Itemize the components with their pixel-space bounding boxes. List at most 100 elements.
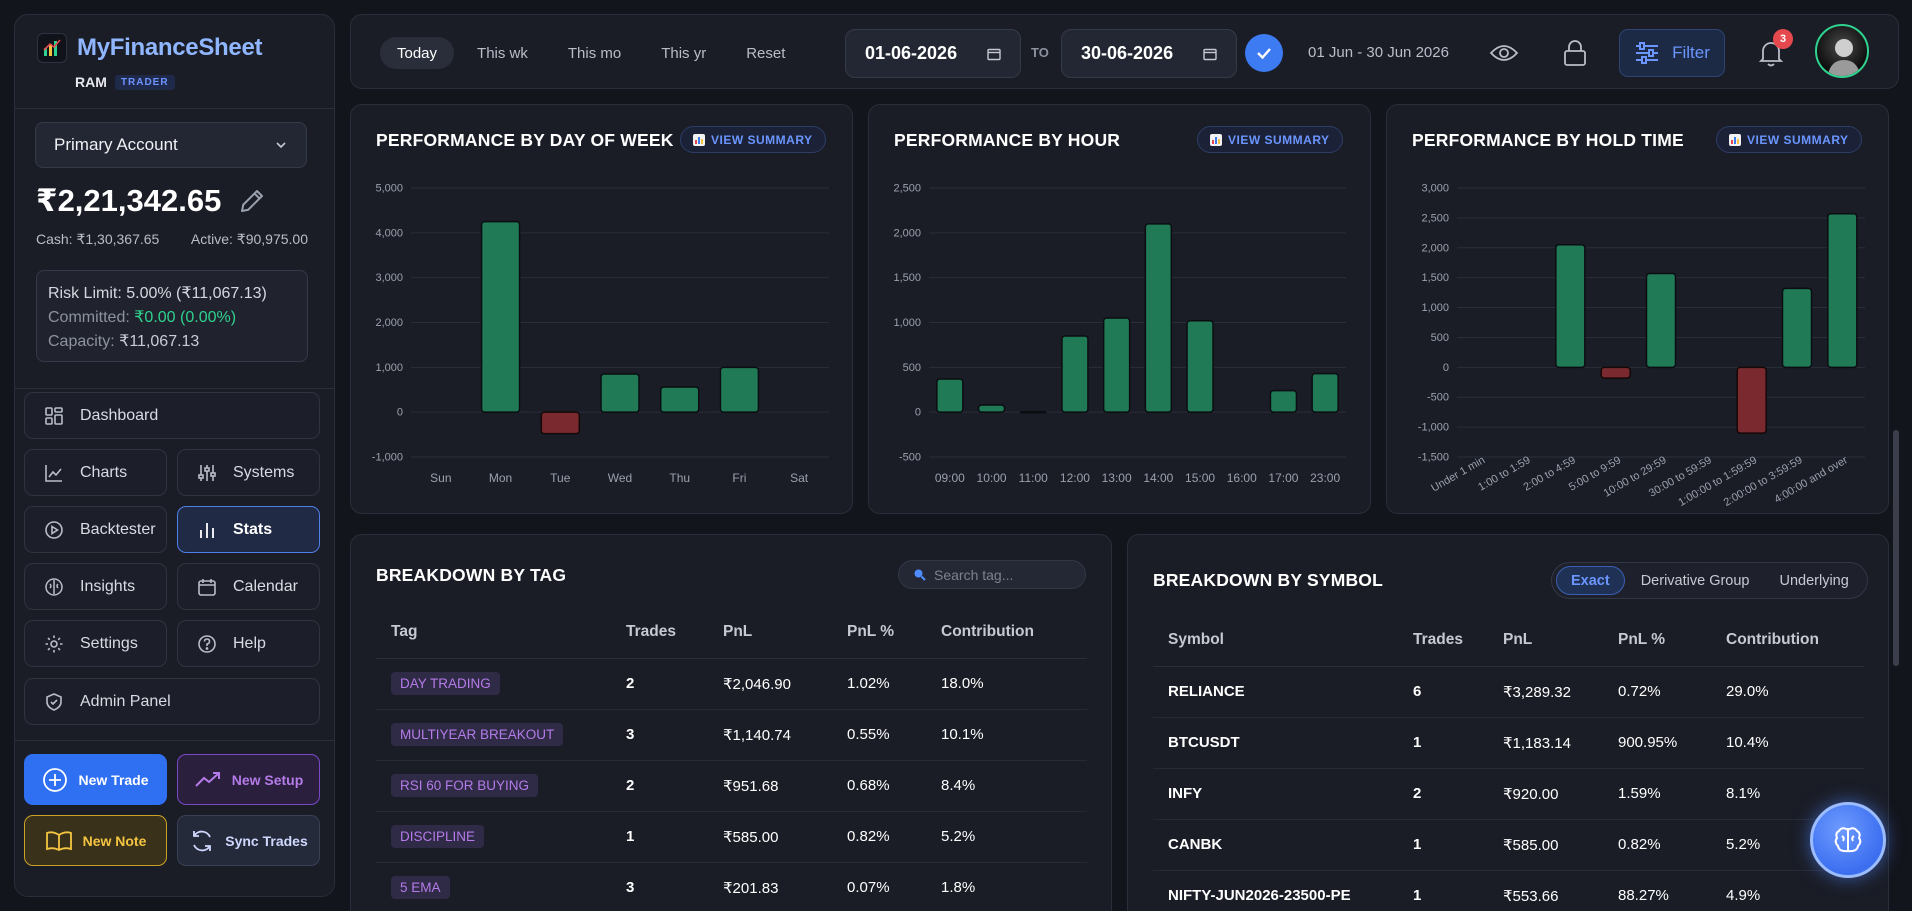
table-row[interactable]: MULTIYEAR BREAKOUT 3 ₹1,140.74 0.55% 10.1%: [376, 709, 1087, 761]
symbol-cell[interactable]: RELIANCE: [1153, 666, 1413, 718]
book-open-icon: [45, 830, 72, 851]
view-summary-button[interactable]: VIEW SUMMARY: [1716, 126, 1862, 153]
tag-pill[interactable]: MULTIYEAR BREAKOUT: [391, 723, 564, 746]
edit-icon[interactable]: [237, 186, 267, 216]
header-symbol[interactable]: Symbol: [1153, 614, 1413, 667]
x-tick-label: 1:00:00 to 1:59:59: [1676, 454, 1759, 509]
header-pnl[interactable]: PnL: [1503, 614, 1618, 667]
x-tick-label: Mon: [489, 471, 512, 485]
page-scrollbar[interactable]: [1893, 430, 1899, 666]
header-pnl[interactable]: PnL: [723, 606, 847, 659]
segment-derivative-group[interactable]: Derivative Group: [1640, 572, 1750, 589]
tab-this-year[interactable]: This yr: [661, 44, 707, 62]
view-summary-button[interactable]: VIEW SUMMARY: [1197, 126, 1343, 153]
new-note-button[interactable]: New Note: [24, 815, 167, 866]
calendar-icon[interactable]: [987, 47, 1001, 61]
date-to-input[interactable]: 30-06-2026: [1061, 29, 1237, 78]
header-tag[interactable]: Tag: [376, 606, 626, 659]
tag-pill[interactable]: DISCIPLINE: [391, 825, 485, 848]
y-tick-label: 3,000: [375, 272, 403, 284]
table-row[interactable]: 5 EMA 3 ₹201.83 0.07% 1.8%: [376, 862, 1087, 911]
symbol-cell[interactable]: CANBK: [1153, 819, 1413, 871]
search-tag-input[interactable]: Search tag...: [898, 560, 1086, 589]
pnl-percent-cell: 0.72%: [1618, 666, 1726, 718]
table-row[interactable]: DAY TRADING 2 ₹2,046.90 1.02% 18.0%: [376, 658, 1087, 710]
avatar[interactable]: [1815, 24, 1869, 78]
nav-charts[interactable]: Charts: [24, 449, 167, 496]
visibility-toggle[interactable]: [1486, 35, 1522, 71]
symbol-cell[interactable]: NIFTY-JUN2026-23500-PE: [1153, 870, 1413, 911]
header-pnl-percent[interactable]: PnL %: [847, 606, 941, 659]
eye-icon: [1489, 45, 1519, 61]
lock-button[interactable]: [1557, 35, 1593, 71]
tag-pill[interactable]: 5 EMA: [391, 876, 450, 899]
calendar-icon: [198, 578, 216, 596]
cash-summary: Cash: ₹1,30,367.65 Active: ₹90,975.00: [36, 231, 308, 248]
header-contribution[interactable]: Contribution: [941, 606, 1087, 659]
tab-reset[interactable]: Reset: [746, 44, 786, 62]
tab-this-week[interactable]: This wk: [477, 44, 528, 62]
trades-cell: 3: [626, 709, 723, 761]
notifications-button[interactable]: 3: [1753, 29, 1793, 71]
y-tick-label: 500: [1431, 332, 1449, 344]
x-tick-label: 10:00: [977, 471, 1007, 485]
nav-backtester[interactable]: Backtester: [24, 506, 167, 553]
play-circle-icon: [45, 520, 63, 539]
tab-today[interactable]: Today: [380, 37, 455, 69]
tag-pill[interactable]: RSI 60 FOR BUYING: [391, 774, 539, 797]
search-icon: [914, 569, 926, 581]
nav-help[interactable]: Help: [177, 620, 320, 667]
table-row[interactable]: RSI 60 FOR BUYING 2 ₹951.68 0.68% 8.4%: [376, 760, 1087, 812]
date-to-value: 30-06-2026: [1081, 43, 1174, 63]
view-summary-button[interactable]: VIEW SUMMARY: [680, 126, 826, 153]
symbol-cell[interactable]: BTCUSDT: [1153, 717, 1413, 769]
account-select[interactable]: Primary Account: [35, 122, 307, 168]
pnl-percent-cell: 88.27%: [1618, 870, 1726, 911]
nav-systems[interactable]: Systems: [177, 449, 320, 496]
nav-insights[interactable]: Insights: [24, 563, 167, 610]
tab-this-month[interactable]: This mo: [567, 44, 622, 62]
trades-cell: 6: [1413, 666, 1503, 718]
pnl-cell: ₹951.68: [723, 760, 847, 812]
nav-admin-panel[interactable]: Admin Panel: [24, 678, 320, 725]
ai-assistant-button[interactable]: [1810, 802, 1886, 878]
calendar-icon[interactable]: [1203, 47, 1217, 61]
nav-calendar[interactable]: Calendar: [177, 563, 320, 610]
bar: [1600, 366, 1631, 379]
filter-sliders-icon: [1636, 42, 1659, 64]
segment-exact[interactable]: Exact: [1556, 566, 1625, 595]
new-setup-button[interactable]: New Setup: [177, 754, 320, 805]
sync-trades-label: Sync Trades: [225, 832, 308, 849]
table-row[interactable]: NIFTY-JUN2026-23500-PE 1 ₹553.66 88.27% 4.9%: [1153, 870, 1864, 911]
brand[interactable]: MyFinanceSheet: [37, 33, 262, 63]
tag-pill[interactable]: DAY TRADING: [391, 672, 500, 695]
nav-stats[interactable]: Stats: [177, 506, 320, 553]
apply-date-button[interactable]: [1245, 34, 1283, 72]
table-row[interactable]: CANBK 1 ₹585.00 0.82% 5.2%: [1153, 819, 1864, 871]
pnl-percent-cell: 0.68%: [847, 760, 941, 812]
table-row[interactable]: DISCIPLINE 1 ₹585.00 0.82% 5.2%: [376, 811, 1087, 863]
segment-underlying[interactable]: Underlying: [1779, 572, 1849, 589]
table-row[interactable]: INFY 2 ₹920.00 1.59% 8.1%: [1153, 768, 1864, 820]
date-from-value: 01-06-2026: [865, 43, 958, 63]
nav-settings[interactable]: Settings: [24, 620, 167, 667]
sync-trades-button[interactable]: Sync Trades: [177, 815, 320, 866]
header-trades[interactable]: Trades: [626, 606, 723, 659]
date-from-input[interactable]: 01-06-2026: [845, 29, 1021, 78]
risk-box: Risk Limit: 5.00% (₹11,067.13) Committed…: [36, 270, 308, 362]
chart-hold-time: 3,000 2,500 2,000 1,500 1,000 500 0 -500 -1,000 -…: [1418, 183, 1865, 509]
header-trades[interactable]: Trades: [1413, 614, 1503, 667]
table-row[interactable]: BTCUSDT 1 ₹1,183.14 900.95% 10.4%: [1153, 717, 1864, 769]
header-contribution[interactable]: Contribution: [1726, 614, 1864, 667]
header-pnl-percent[interactable]: PnL %: [1618, 614, 1726, 667]
pnl-cell: ₹585.00: [1503, 819, 1618, 871]
pnl-percent-cell: 1.59%: [1618, 768, 1726, 820]
new-trade-button[interactable]: New Trade: [24, 754, 167, 805]
symbol-cell[interactable]: INFY: [1153, 768, 1413, 820]
tag-table: Tag Trades PnL PnL % Contribution DAY TR…: [376, 606, 1087, 911]
bar: [1019, 410, 1047, 414]
filter-button[interactable]: Filter: [1619, 29, 1725, 77]
capacity-row: Capacity: ₹11,067.13: [48, 330, 296, 354]
table-row[interactable]: RELIANCE 6 ₹3,289.32 0.72% 29.0%: [1153, 666, 1864, 718]
nav-dashboard[interactable]: Dashboard: [24, 392, 320, 439]
